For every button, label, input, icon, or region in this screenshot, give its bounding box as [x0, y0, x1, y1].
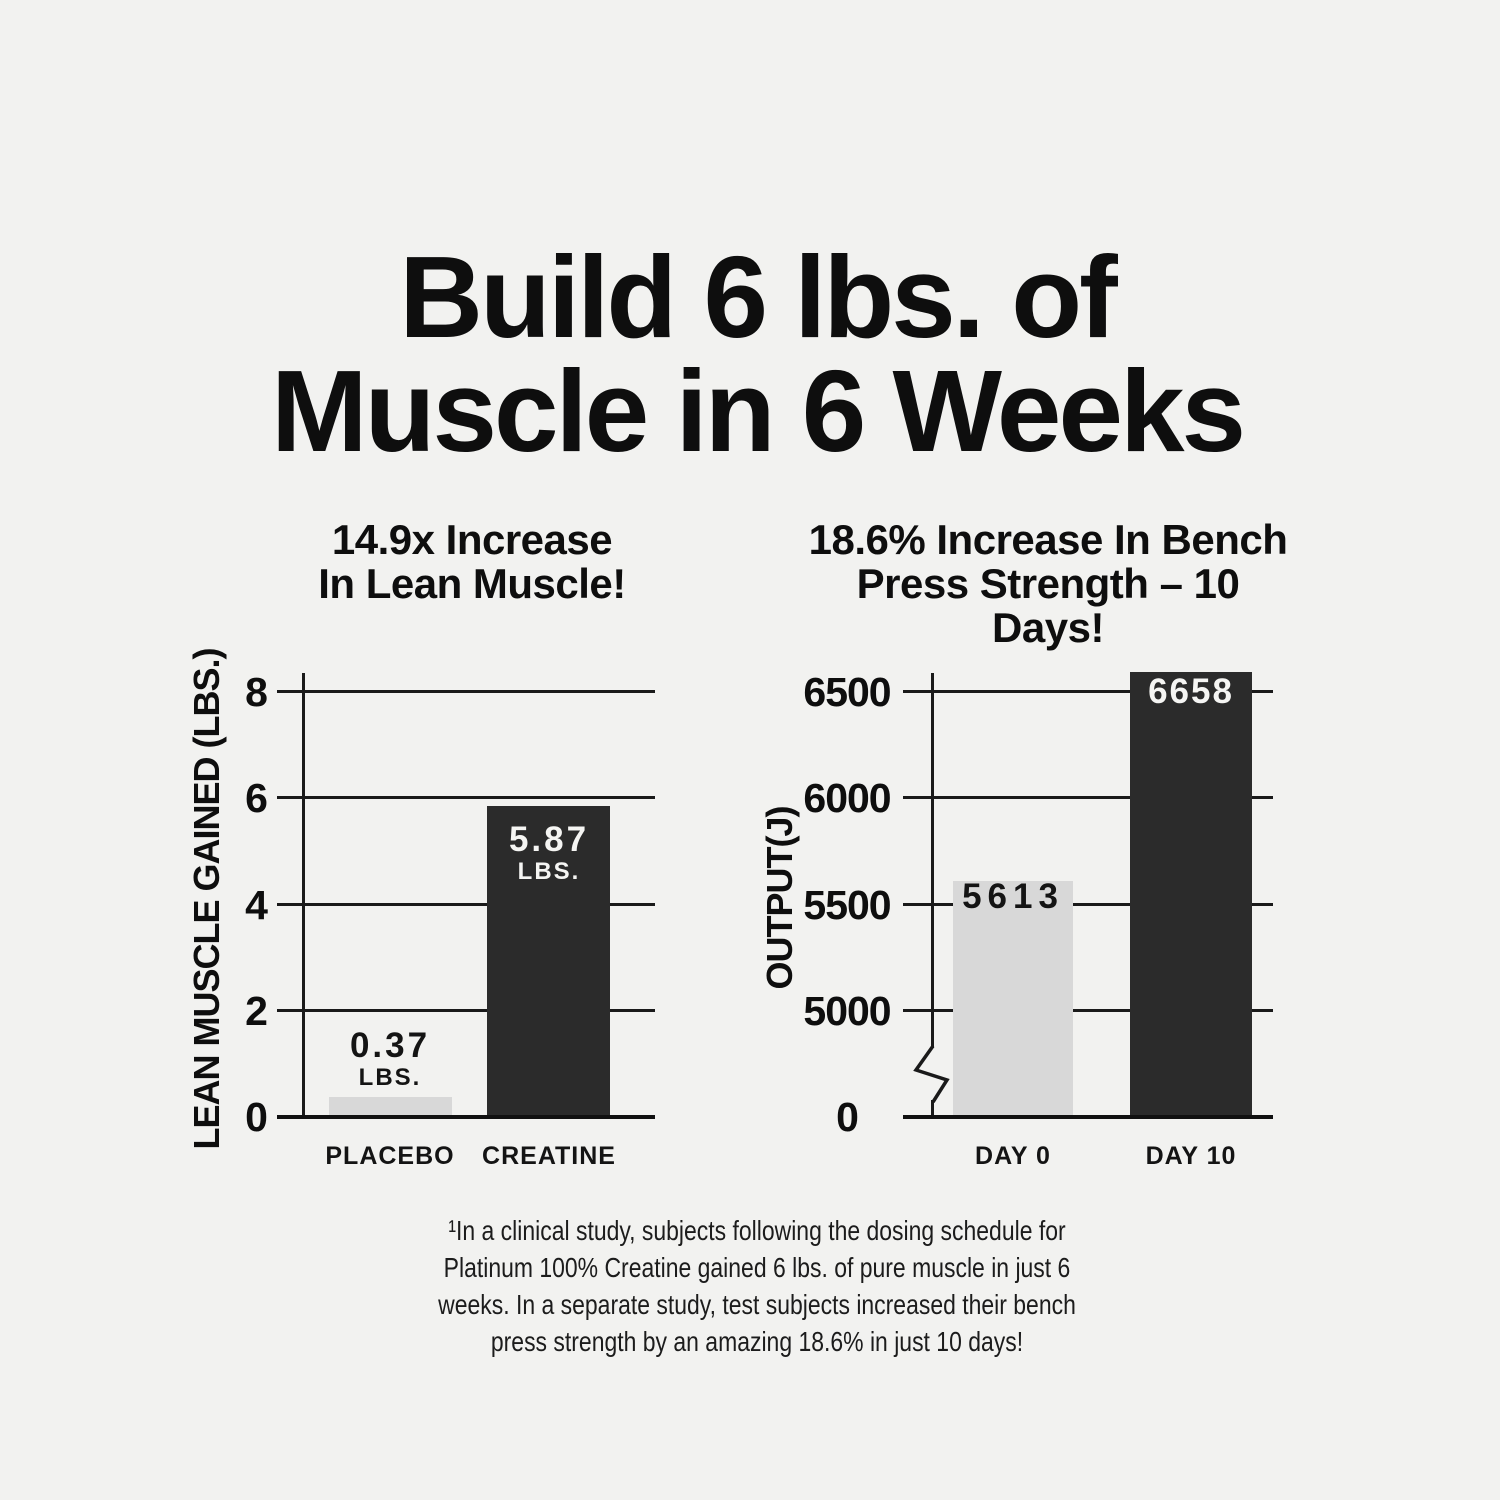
- bar-value-day10: 6658: [1091, 674, 1291, 710]
- bar-placebo: [329, 1097, 452, 1117]
- chart-title-line1: 14.9x Increase: [331, 516, 613, 563]
- bar-creatine: [487, 805, 610, 1117]
- chart-title-line2: Press Strength – 10 Days!: [856, 560, 1240, 651]
- x-axis-line: [277, 1115, 655, 1119]
- y-tick-label: 5000: [803, 988, 891, 1034]
- footnote-line1: ¹In a clinical study, subjects following…: [448, 1215, 1066, 1246]
- main-title-line2: Muscle in 6 Weeks: [271, 346, 1246, 476]
- bar-value-number: 0.37: [349, 1026, 431, 1065]
- bar-value-creatine: 5.87 LBS.: [449, 820, 649, 886]
- bar-value-unit: LBS.: [358, 1064, 422, 1091]
- y-tick-label: 5500: [803, 882, 891, 928]
- footnote-line2: Platinum 100% Creatine gained 6 lbs. of …: [443, 1252, 1071, 1283]
- main-title: Build 6 lbs. of Muscle in 6 Weeks: [57, 232, 1457, 476]
- gridline-8: [277, 690, 655, 693]
- bar-value-number: 6658: [1148, 672, 1234, 711]
- x-axis-line: [903, 1115, 1273, 1119]
- y-axis-line-upper: [931, 673, 934, 1048]
- chart-title-line2: In Lean Muscle!: [318, 560, 626, 607]
- bar-value-day0: 5613: [913, 879, 1113, 915]
- y-tick-label: 6000: [803, 775, 891, 821]
- gridline-5000: [903, 1009, 1273, 1012]
- bar-value-placebo: 0.37 LBS.: [290, 1026, 490, 1092]
- y-axis-line-lower: [931, 1100, 934, 1119]
- y-axis-line: [302, 673, 305, 1119]
- category-label-day0: DAY 0: [975, 1142, 1051, 1170]
- y-tick-label: 6: [245, 775, 268, 821]
- footnote-line3: weeks. In a separate study, test subject…: [438, 1289, 1076, 1320]
- bench-press-chart-title: 18.6% Increase In Bench Press Strength –…: [798, 518, 1298, 650]
- bar-day10: [1130, 672, 1252, 1117]
- bar-day0: [953, 881, 1073, 1117]
- bar-value-number: 5.87: [508, 820, 590, 859]
- gridline-4: [277, 903, 655, 906]
- category-label-placebo: PLACEBO: [325, 1142, 455, 1170]
- y-tick-label: 0: [836, 1094, 859, 1140]
- y-tick-label: 4: [245, 882, 268, 928]
- gridline-6000: [903, 796, 1273, 799]
- y-tick-label: 0: [245, 1094, 268, 1140]
- footnote: ¹In a clinical study, subjects following…: [265, 1212, 1249, 1360]
- lean-muscle-chart-title: 14.9x Increase In Lean Muscle!: [222, 518, 722, 606]
- main-title-line1: Build 6 lbs. of: [399, 232, 1117, 362]
- chart-title-line1: 18.6% Increase In Bench: [808, 516, 1288, 563]
- gridline-6500: [903, 690, 1273, 693]
- y-tick-label: 6500: [803, 669, 891, 715]
- footnote-line4: press strength by an amazing 18.6% in ju…: [490, 1326, 1024, 1357]
- gridline-2: [277, 1009, 655, 1012]
- category-label-creatine: CREATINE: [482, 1142, 616, 1170]
- gridline-6: [277, 796, 655, 799]
- y-tick-label: 8: [245, 669, 268, 715]
- category-label-day10: DAY 10: [1145, 1142, 1237, 1170]
- axis-break-icon: [913, 1044, 950, 1103]
- bar-value-unit: LBS.: [517, 858, 581, 885]
- bar-value-number: 5613: [962, 877, 1064, 916]
- gridline-5500: [903, 903, 1273, 906]
- y-tick-label: 2: [245, 988, 268, 1034]
